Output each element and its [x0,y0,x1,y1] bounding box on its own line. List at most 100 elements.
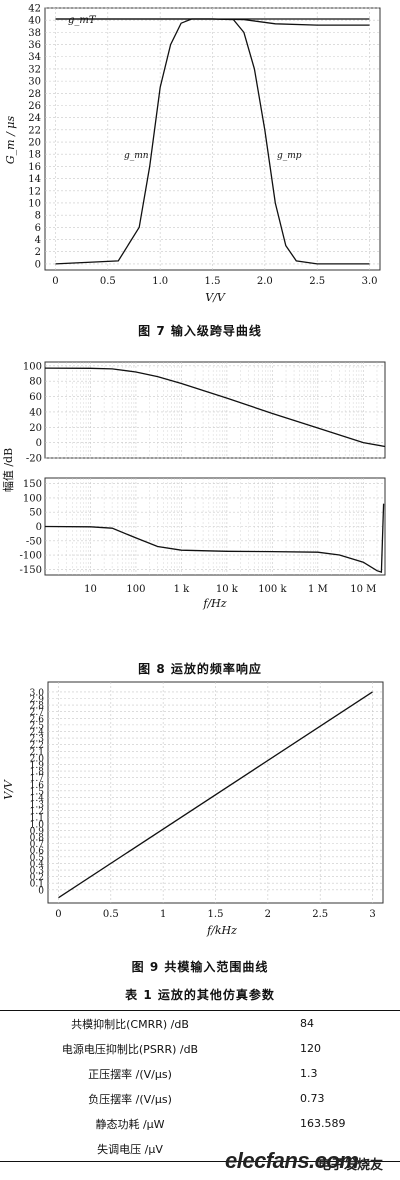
y-axis-label: G_m / μs [4,116,17,165]
series-label-gmT: g_mT [68,15,97,26]
param-label: 失调电压 /μV [0,1136,260,1162]
table-row: 负压摆率 /(V/μs) 0.73 [0,1086,400,1111]
y-tick-label: 2.6 [30,715,45,725]
y-tick-label: 0 [38,886,44,896]
y-tick-label: 20 [29,423,42,434]
y-tick-label: 1.7 [30,774,45,784]
y-tick-label: 30 [28,77,41,88]
x-tick-label: 1 [160,909,166,920]
x-tick-label: 3 [369,909,375,920]
y-tick-label: 1.5 [30,787,45,797]
y-tick-label: -50 [26,536,42,547]
table-row: 正压摆率 /(V/μs) 1.3 [0,1061,400,1086]
y-tick-label: 2 [35,247,41,258]
y-tick-label: 34 [28,52,41,63]
param-label: 共模抑制比(CMRR) /dB [0,1010,260,1036]
y-tick-label: 16 [28,162,41,173]
y-tick-label: 2.0 [30,754,45,764]
figure-7-chart: 0246810121416182022242628303234363840420… [4,4,381,304]
y-tick-label: 1.9 [30,761,45,771]
y-tick-label: 2.2 [30,741,44,751]
y-tick-label: 1.2 [30,807,44,817]
y-tick-label: 14 [28,174,41,185]
figure-8-chart: -20 0 20 40 60 80 100 -150 -100 -50 0 50 100 150 10 100… [2,361,386,610]
param-value: 84 [260,1010,400,1036]
x-tick-label: 0.5 [100,276,116,287]
param-label: 正压摆率 /(V/μs) [88,1067,172,1081]
series-line [44,367,386,448]
x-tick-label: 1.5 [208,909,224,920]
y-tick-label: 0.8 [30,834,45,844]
figure-7-caption: 图 7 输入级跨导曲线 [138,324,262,338]
param-value: 163.589 [300,1117,346,1130]
y-tick-label: -100 [20,551,42,562]
watermark-cn: 电子发烧友 [318,1158,384,1173]
x-tick-label: 0 [52,276,58,287]
plot-area [44,361,386,459]
y-tick-label: 2.4 [30,728,45,738]
x-axis-label: f/Hz [202,597,226,610]
y-tick-label: 24 [28,113,41,124]
y-tick-label: 0.3 [30,867,45,877]
series-label-gmp: g_mp [277,151,302,161]
param-label: 电源电压抑制比(PSRR) /dB [61,1042,199,1056]
y-tick-label: 40 [28,16,41,27]
table-title: 表 1 运放的其他仿真参数 [125,988,275,1002]
y-tick-label: 38 [28,28,41,39]
y-tick-label: -20 [26,454,42,465]
y-tick-label: 6 [35,223,41,234]
series-line [44,503,385,573]
y-tick-label: 60 [29,392,42,403]
y-tick-label: 4 [35,235,41,246]
x-tick-label: 0.5 [103,909,119,920]
figure-9-chart: 00.10.20.30.40.50.60.70.80.91.01.11.21.3… [2,681,384,937]
y-tick-label: 26 [28,101,41,112]
x-tick-label: 2.0 [257,276,273,287]
x-tick-label: 100 k [258,584,287,595]
y-tick-label: 2.5 [30,721,45,731]
y-tick-label: 2.9 [30,695,45,705]
y-tick-label: 8 [35,211,41,222]
y-tick-label: 0.5 [30,853,45,863]
table-row: 失调电压 /μV [0,1136,400,1162]
y-tick-label: 1.8 [30,768,45,778]
y-tick-label: 2.7 [30,708,45,718]
y-tick-label: 0.6 [30,847,45,857]
x-tick-label: 0 [55,909,61,920]
figure-8-caption: 图 8 运放的频率响应 [138,662,262,676]
y-tick-label: -150 [20,565,42,576]
y-tick-label: 12 [28,186,41,197]
y-tick-label: 20 [28,138,41,149]
y-tick-label: 28 [28,89,41,100]
y-tick-label: 1.6 [30,781,45,791]
x-tick-label: 10 k [216,584,239,595]
y-tick-label: 0.4 [30,860,45,870]
param-label: 静态功耗 /μW [95,1117,165,1131]
x-tick-label: 1 k [174,584,191,595]
y-tick-label: 1.4 [30,794,45,804]
x-tick-label: 100 [126,584,145,595]
x-tick-label: 1 M [308,584,328,595]
y-tick-label: 0.2 [30,873,44,883]
figure-9-caption: 图 9 共模输入范围曲线 [131,960,269,974]
parameters-table: 共模抑制比(CMRR) /dB 84 电源电压抑制比(PSRR) /dB 120 正压摆… [0,1010,400,1162]
y-tick-label: 150 [23,479,42,490]
series-line [55,18,370,265]
y-tick-label: 32 [28,64,41,75]
x-axis-label: V/V [205,291,226,304]
y-tick-label: 80 [29,377,42,388]
y-tick-label: 0 [36,438,42,449]
y-tick-label: 0 [36,522,42,533]
y-tick-label: 100 [23,361,42,372]
y-tick-label: 0.9 [30,827,45,837]
y-tick-label: 42 [28,4,41,15]
x-tick-label: 1.0 [152,276,168,287]
y-tick-label: 0.7 [30,840,45,850]
y-tick-label: 100 [23,493,42,504]
y-tick-label: 2.1 [30,748,44,758]
y-tick-label: 2.8 [30,702,45,712]
y-tick-label: 0 [35,259,41,270]
x-tick-label: 2.5 [309,276,325,287]
y-tick-label: 1.0 [30,820,45,830]
param-value: 120 [300,1042,321,1055]
